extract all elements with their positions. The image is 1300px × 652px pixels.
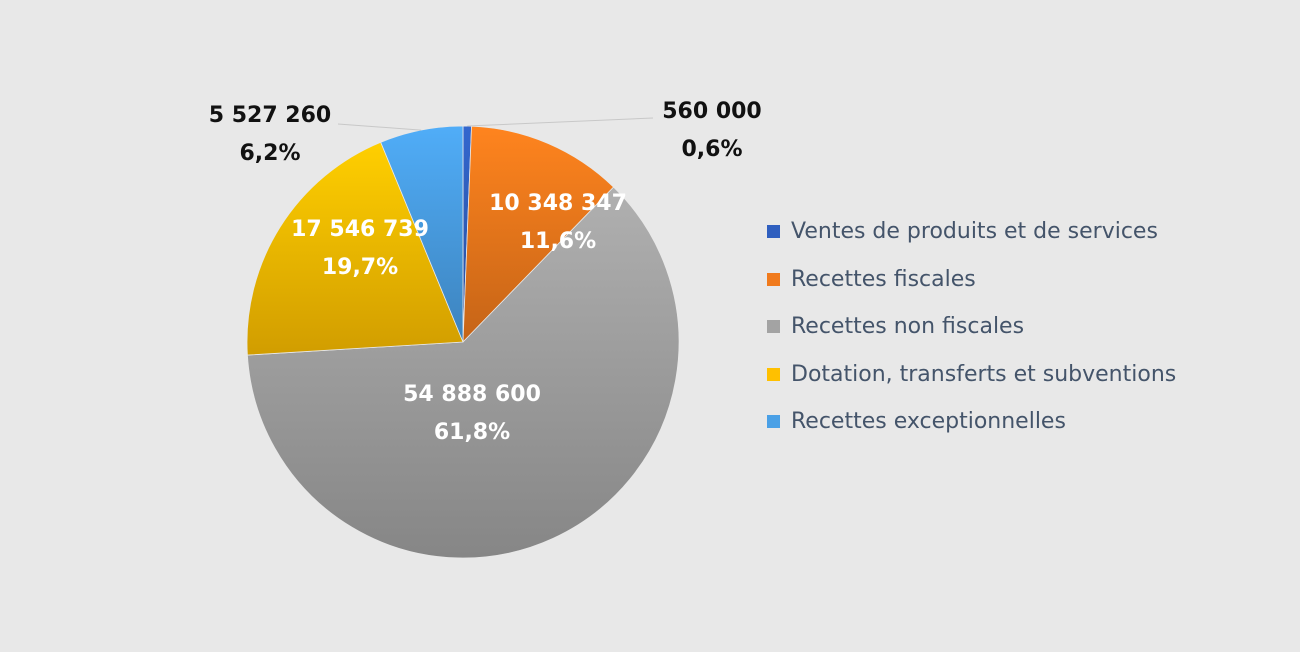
legend-item-recettes-fiscales: Recettes fiscales	[767, 256, 1176, 304]
legend-item-dotation: Dotation, transferts et subventions	[767, 351, 1176, 399]
legend-item-ventes: Ventes de produits et de services	[767, 208, 1176, 256]
data-label-value-recettes-fiscales: 10 348 347	[489, 191, 627, 216]
chart-legend: Ventes de produits et de services Recett…	[767, 208, 1176, 446]
data-label-percent-recettes-non-fiscales: 61,8%	[434, 420, 510, 445]
data-label-value-recettes-non-fiscales: 54 888 600	[403, 382, 541, 407]
legend-swatch-recettes-non-fiscales	[767, 320, 780, 334]
legend-label-recettes-exceptionnelles: Recettes exceptionnelles	[791, 409, 1066, 435]
data-label-value-ventes: 560 000	[662, 99, 762, 124]
pie-slice-recettes-non-fiscales	[246, 186, 680, 559]
leader-line-ventes	[467, 117, 654, 127]
data-label-value-recettes-exceptionnelles: 5 527 260	[209, 103, 331, 128]
data-label-percent-dotation: 19,7%	[322, 255, 398, 280]
pie-slices	[246, 125, 680, 559]
legend-label-ventes: Ventes de produits et de services	[791, 219, 1158, 245]
legend-swatch-ventes	[767, 225, 780, 239]
legend-label-dotation: Dotation, transferts et subventions	[791, 361, 1177, 387]
data-label-percent-recettes-exceptionnelles: 6,2%	[239, 141, 300, 166]
pie-slice-recettes-fiscales	[462, 125, 615, 344]
data-label-percent-recettes-fiscales: 11,6%	[520, 229, 596, 254]
legend-item-recettes-exceptionnelles: Recettes exceptionnelles	[767, 398, 1176, 446]
legend-item-recettes-non-fiscales: Recettes non fiscales	[767, 303, 1176, 351]
legend-label-recettes-non-fiscales: Recettes non fiscales	[791, 314, 1025, 340]
data-label-percent-ventes: 0,6%	[681, 137, 742, 162]
legend-label-recettes-fiscales: Recettes fiscales	[791, 266, 976, 292]
pie-slice-dotation	[246, 141, 464, 356]
legend-swatch-recettes-exceptionnelles	[767, 415, 780, 429]
leader-line-recettes-exceptionnelles	[337, 123, 422, 131]
slice-data-labels: 560 000 0,6% 10 348 347 11,6% 54 888 600 61,8…	[209, 99, 762, 445]
data-label-value-dotation: 17 546 739	[291, 217, 429, 242]
legend-swatch-recettes-fiscales	[767, 272, 780, 286]
leader-lines	[337, 117, 654, 131]
legend-swatch-dotation	[767, 367, 780, 381]
